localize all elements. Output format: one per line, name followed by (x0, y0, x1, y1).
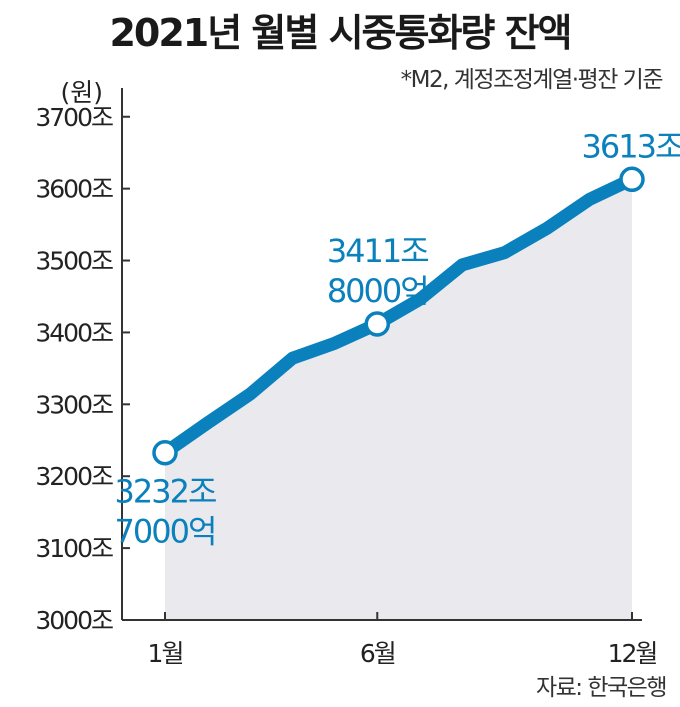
y-tick-label: 3100조 (35, 534, 113, 563)
highlight-marker (364, 311, 391, 337)
x-tick-label: 12월 (608, 639, 657, 668)
y-tick-label: 3500조 (35, 247, 113, 276)
area-fill (165, 179, 632, 621)
chart-source: 자료: 한국은행 (535, 675, 668, 701)
series-line (158, 172, 639, 460)
highlight-marker (619, 166, 645, 193)
data-label: 8000억 (327, 272, 428, 310)
y-tick-label: 3700조 (35, 103, 113, 132)
data-label: 3613조 (582, 127, 680, 165)
data-label: 3411조 (327, 232, 428, 270)
y-tick-label: 3000조 (35, 606, 113, 635)
chart-subtitle: *M2, 계정조정계열·평잔 기준 (400, 67, 664, 93)
chart-title: 2021년 월별 시중통화량 잔액 (109, 11, 572, 55)
y-tick-label: 3300조 (35, 390, 113, 419)
y-tick-label: 3600조 (35, 175, 113, 204)
data-label: 3232조 (115, 473, 216, 511)
x-tick-label: 1월 (148, 639, 183, 668)
y-tick-label: 3400조 (35, 318, 113, 347)
y-tick-label: 3200조 (35, 462, 113, 491)
y-axis-unit-label: (원) (60, 78, 103, 107)
highlight-marker (152, 439, 178, 466)
x-tick-label: 6월 (360, 639, 395, 668)
data-label: 7000억 (115, 513, 216, 551)
